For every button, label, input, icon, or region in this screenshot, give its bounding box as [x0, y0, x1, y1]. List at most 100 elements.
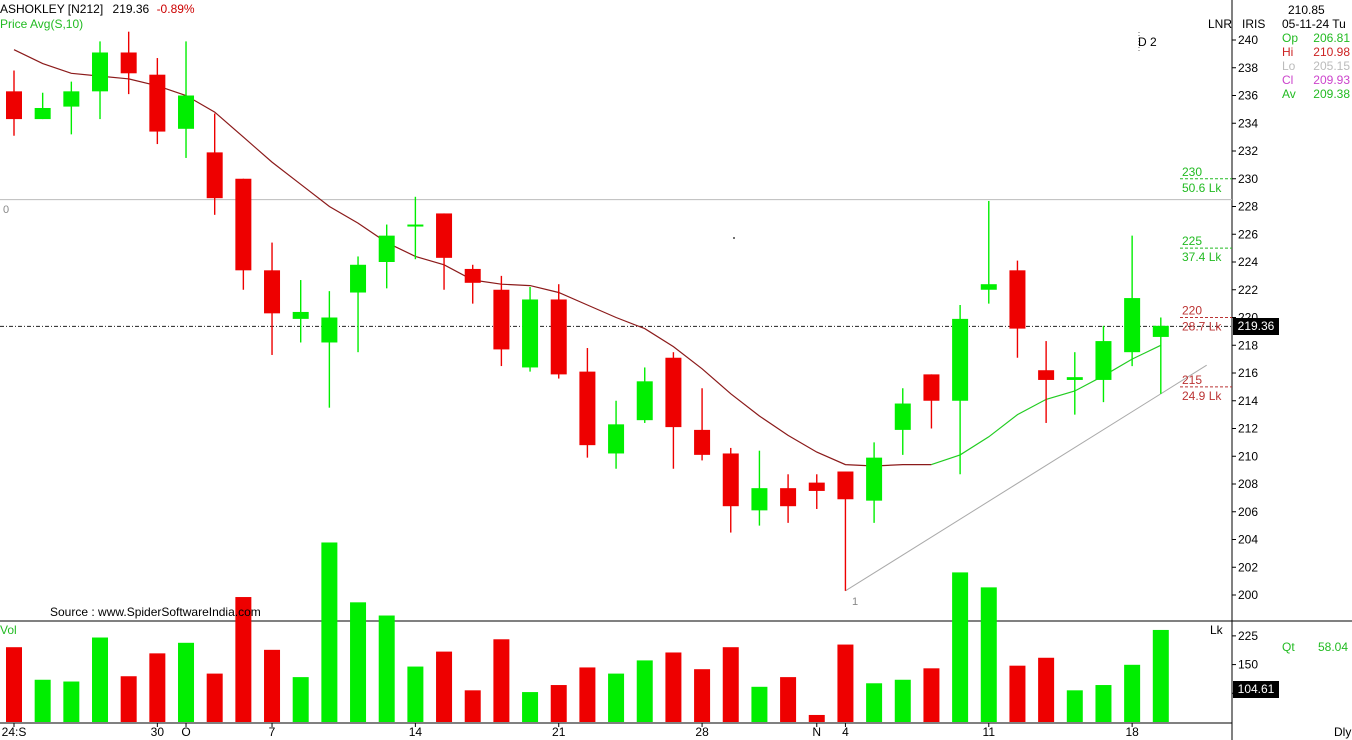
volume-bar: [63, 681, 80, 722]
volume-bar: [493, 639, 510, 722]
candle-29: [837, 471, 854, 591]
candle-body: [407, 224, 424, 227]
volume-bar: [751, 686, 768, 722]
level-price: 215: [1182, 373, 1202, 387]
candle-11: [321, 291, 338, 408]
volume-bar: [206, 673, 223, 722]
period-label[interactable]: Dly: [1334, 725, 1352, 739]
y-tick-label: 208: [1238, 477, 1258, 491]
x-tick-label: 14: [409, 725, 423, 739]
candle-body: [264, 270, 281, 314]
candle-39: [1124, 235, 1141, 367]
candle-21: [608, 400, 625, 469]
candle-19: [550, 284, 567, 379]
candle-body: [894, 403, 911, 430]
candle-body: [522, 299, 539, 368]
ohlc-value: 210.98: [1313, 45, 1350, 59]
x-tick-label: 21: [552, 725, 566, 739]
ohlc-key: Hi: [1282, 45, 1294, 59]
volume-bar: [1095, 685, 1112, 722]
volume-bar: [636, 660, 653, 722]
x-tick-label: 11: [983, 725, 996, 739]
candle-body: [579, 371, 596, 446]
candle-4: [120, 31, 137, 95]
candle-25: [722, 447, 739, 533]
candle-body: [1038, 370, 1055, 380]
volume-bar: [350, 602, 367, 722]
volume-bar: [665, 652, 682, 722]
level-amount: 28.7 Lk: [1182, 320, 1222, 334]
candle-body: [149, 74, 166, 132]
volume-bar: [550, 685, 567, 722]
last-price: 219.36: [112, 2, 150, 16]
drawing-tag[interactable]: D 2: [1138, 35, 1157, 49]
candle-23: [665, 352, 682, 469]
candle-body: [866, 457, 883, 501]
top-price: 210.85: [1288, 3, 1325, 17]
candle-14: [407, 196, 424, 260]
volume-tick-label: 225: [1238, 629, 1258, 643]
candle-body: [493, 289, 510, 350]
candle-body: [980, 284, 997, 290]
candle-body: [6, 91, 22, 120]
candle-31: [894, 388, 911, 455]
volume-bar: [378, 615, 395, 722]
candle-26: [751, 450, 768, 526]
candle-body: [808, 482, 825, 491]
candle-17: [493, 275, 510, 367]
level-amount: 50.6 Lk: [1182, 181, 1222, 195]
candle-body: [436, 213, 453, 258]
candle-16: [464, 264, 481, 304]
candle-35: [1009, 260, 1026, 358]
y-tick-label: 228: [1238, 200, 1258, 214]
volume-bar: [264, 649, 281, 722]
x-tick-label: 7: [269, 725, 276, 739]
candle-27: [780, 474, 797, 523]
volume-bar: [1124, 664, 1141, 722]
source-label: Source : www.SpiderSoftwareIndia.com: [50, 605, 261, 619]
candle-body: [464, 268, 481, 283]
candle-body: [34, 107, 51, 120]
y-tick-label: 218: [1238, 338, 1258, 352]
point-marker: 1: [852, 596, 859, 608]
zero-marker: 0: [3, 204, 10, 216]
candle-32: [923, 374, 940, 429]
candle-15: [436, 213, 453, 290]
candle-28: [808, 474, 825, 509]
x-tick-label: 30: [151, 725, 165, 739]
volume-bar: [808, 714, 825, 722]
candle-body: [722, 453, 739, 507]
candle-body: [235, 178, 252, 271]
volume-bar: [149, 653, 166, 722]
y-tick-label: 234: [1238, 116, 1258, 130]
candle-1: [34, 92, 51, 120]
volume-bar: [579, 667, 596, 722]
volume-bar: [1152, 629, 1169, 722]
volume-bar: [464, 690, 481, 722]
volume-bar: [866, 683, 883, 722]
ohlc-value: 206.81: [1313, 31, 1350, 45]
ohlc-value: 209.93: [1313, 73, 1350, 87]
candle-body: [780, 488, 797, 507]
level-amount: 37.4 Lk: [1182, 250, 1222, 264]
scale-type-label[interactable]: LNR: [1208, 17, 1233, 31]
volume-bar: [952, 572, 969, 722]
candle-33: [952, 305, 969, 475]
date-label: 05-11-24 Tu: [1282, 17, 1346, 31]
y-tick-label: 212: [1238, 422, 1258, 436]
candle-18: [522, 286, 539, 372]
change-percent: -0.89%: [156, 2, 195, 16]
volume-bar: [1009, 665, 1026, 722]
volume-bar: [407, 666, 424, 722]
y-tick-label: 200: [1238, 588, 1258, 602]
candle-5: [149, 58, 166, 145]
trend-line: [845, 364, 1207, 592]
x-tick-label: 28: [695, 725, 709, 739]
volume-current-marker: 104.61: [1233, 681, 1279, 698]
x-tick-label: 4: [842, 725, 849, 739]
volume-bar: [120, 676, 137, 722]
candle-40: [1152, 317, 1169, 394]
ohlc-key: Av: [1282, 87, 1296, 101]
feed-label: IRIS: [1242, 17, 1266, 31]
candle-body: [665, 357, 682, 428]
